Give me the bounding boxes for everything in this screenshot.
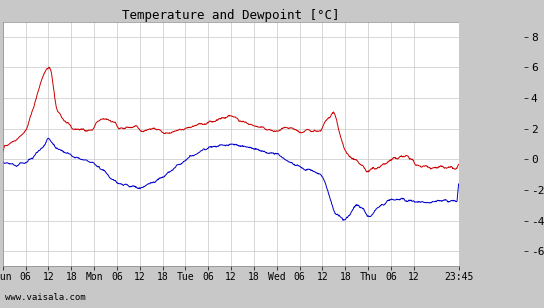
Text: www.vaisala.com: www.vaisala.com	[5, 293, 86, 302]
Text: Temperature and Dewpoint [°C]: Temperature and Dewpoint [°C]	[122, 9, 339, 22]
